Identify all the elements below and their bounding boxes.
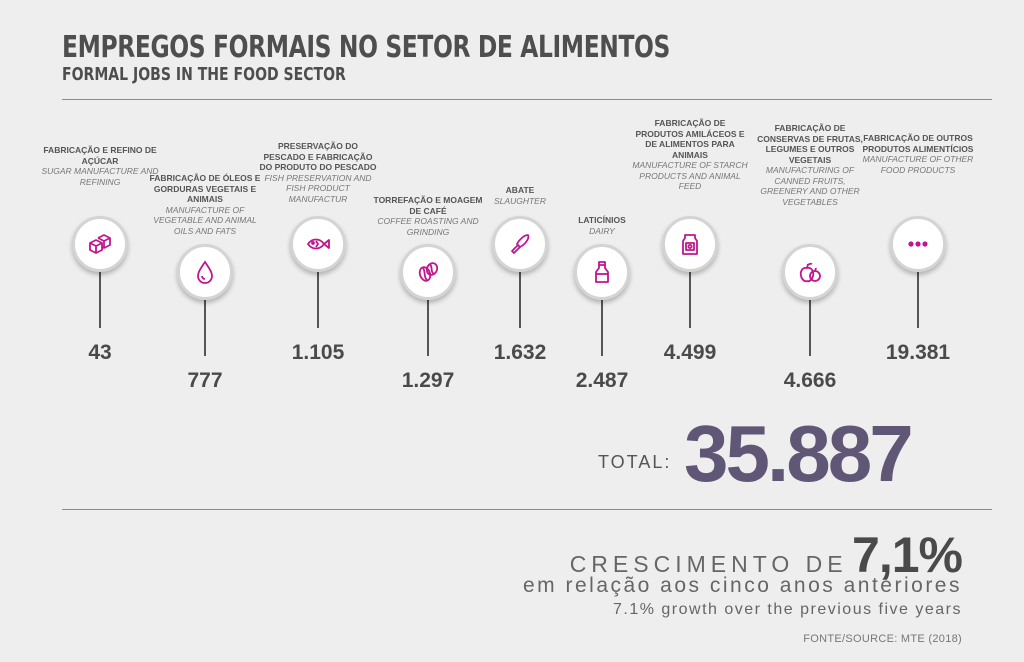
- oil-drop-icon: [177, 244, 233, 300]
- category-label-en: SUGAR MANUFACTURE AND REFINING: [41, 166, 159, 187]
- bottom-divider: [62, 509, 992, 510]
- category-label-pt: TORREFAÇÃO E MOAGEM DE CAFÉ: [373, 195, 483, 216]
- category-label-pt: FABRICAÇÃO E REFINO DE AÇÚCAR: [43, 145, 157, 166]
- category-value: 4.666: [783, 369, 837, 392]
- category-label-en: MANUFACTURE OF OTHER FOOD PRODUCTS: [862, 154, 974, 175]
- category-label-en: FISH PRESERVATION AND FISH PRODUCT MANUF…: [264, 172, 372, 204]
- total-label: TOTAL:: [598, 452, 672, 472]
- category-value: 4.499: [663, 341, 717, 364]
- page-title: EMPREGOS FORMAIS NO SETOR DE ALIMENTOS: [62, 30, 671, 65]
- category-value: 2.487: [575, 369, 629, 392]
- total-value: 35.887: [684, 409, 914, 498]
- milk-bottle-icon: [574, 244, 630, 300]
- category-value: 1.297: [401, 369, 455, 392]
- category-value: 1.632: [493, 341, 547, 364]
- category-label-pt: PRESERVAÇÃO DO PESCADO E FABRICAÇÃO DO P…: [259, 141, 377, 172]
- category-label-en: MANUFACTURE OF VEGETABLE AND ANIMAL OILS…: [153, 204, 257, 236]
- growth-description-en: 7.1% growth over the previous five years: [612, 601, 962, 618]
- stem-line: [689, 272, 691, 328]
- category-label-oils: FABRICAÇÃO DE ÓLEOS E GORDURAS VEGETAIS …: [145, 173, 265, 236]
- category-label-en: SLAUGHTER: [494, 195, 546, 206]
- category-label-other: FABRICAÇÃO DE OUTROS PRODUTOS ALIMENTÍCI…: [858, 133, 978, 175]
- page-subtitle: FORMAL JOBS IN THE FOOD SECTOR: [62, 64, 346, 85]
- stem-line: [427, 300, 429, 356]
- stem-line: [317, 272, 319, 328]
- stem-line: [99, 272, 101, 328]
- category-value: 777: [187, 369, 223, 392]
- growth-percent: 7,1%: [852, 527, 963, 583]
- category-label-sugar: FABRICAÇÃO E REFINO DE AÇÚCAR SUGAR MANU…: [40, 145, 160, 187]
- more-dots-icon: [890, 216, 946, 272]
- category-label-slaughter: ABATE SLAUGHTER: [460, 185, 580, 206]
- stem-line: [601, 300, 603, 356]
- category-value: 1.105: [291, 341, 345, 364]
- category-label-en: MANUFACTURING OF CANNED FRUITS, GREENERY…: [760, 165, 860, 207]
- growth-prefix: CRESCIMENTO DE: [569, 551, 848, 577]
- stem-line: [204, 300, 206, 356]
- feed-bag-icon: [662, 216, 718, 272]
- category-label-pt: FABRICAÇÃO DE CONSERVAS DE FRUTAS, LEGUM…: [757, 123, 863, 165]
- knife-icon: [492, 216, 548, 272]
- category-label-pt: FABRICAÇÃO DE ÓLEOS E GORDURAS VEGETAIS …: [149, 173, 261, 204]
- sugar-cubes-icon: [72, 216, 128, 272]
- growth-description-pt: em relação aos cinco anos anteriores: [522, 574, 962, 597]
- stem-line: [917, 272, 919, 328]
- category-value: 19.381: [885, 341, 951, 364]
- growth-headline: CRESCIMENTO DE 7,1%: [569, 526, 963, 584]
- category-label-coffee: TORREFAÇÃO E MOAGEM DE CAFÉ COFFEE ROAST…: [368, 195, 488, 237]
- source-note: FONTE/SOURCE: MTE (2018): [803, 633, 962, 645]
- category-label-pt: ABATE: [505, 185, 535, 195]
- fish-icon: [290, 216, 346, 272]
- category-label-en: MANUFACTURE OF STARCH PRODUCTS AND ANIMA…: [632, 160, 748, 191]
- category-label-en: COFFEE ROASTING AND GRINDING: [377, 216, 479, 237]
- category-label-starch: FABRICAÇÃO DE PRODUTOS AMILÁCEOS E DE AL…: [630, 118, 750, 192]
- category-label-pt: FABRICAÇÃO DE OUTROS PRODUTOS ALIMENTÍCI…: [862, 133, 974, 154]
- category-label-canned: FABRICAÇÃO DE CONSERVAS DE FRUTAS, LEGUM…: [750, 123, 870, 207]
- stem-line: [519, 272, 521, 328]
- category-label-dairy: LATICÍNIOS DAIRY: [542, 215, 662, 236]
- category-label-en: DAIRY: [589, 225, 615, 236]
- top-divider: [62, 99, 992, 100]
- category-label-fish: PRESERVAÇÃO DO PESCADO E FABRICAÇÃO DO P…: [258, 141, 378, 204]
- coffee-bean-icon: [400, 244, 456, 300]
- category-label-pt: FABRICAÇÃO DE PRODUTOS AMILÁCEOS E DE AL…: [635, 118, 745, 160]
- fruits-icon: [782, 244, 838, 300]
- stem-line: [809, 300, 811, 356]
- category-value: 43: [88, 341, 112, 364]
- category-label-pt: LATICÍNIOS: [578, 215, 626, 225]
